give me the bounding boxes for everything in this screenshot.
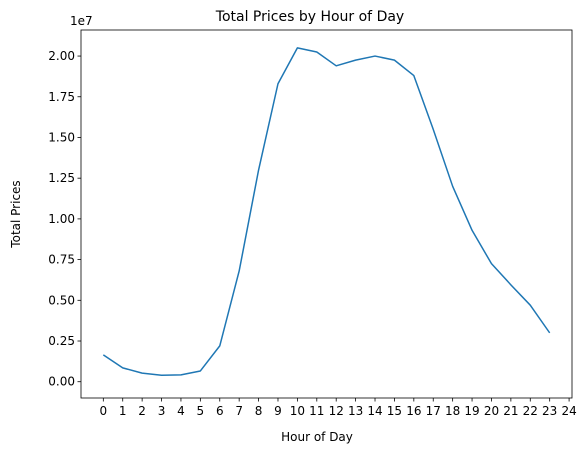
- x-tick-label: 13: [348, 404, 363, 418]
- y-tick-label: 1.00: [48, 212, 75, 226]
- x-tick-label: 5: [197, 404, 205, 418]
- x-tick-label: 20: [484, 404, 499, 418]
- plot-area: 0 1 2 3 4 5 6 7 8 9 10 11 12 13 14 15 16 17 18 19 20 21 22 23 24…: [48, 30, 576, 418]
- x-tick-label: 12: [329, 404, 344, 418]
- x-tick-label: 10: [290, 404, 305, 418]
- x-tick-label: 0: [99, 404, 107, 418]
- x-tick-label: 1: [119, 404, 127, 418]
- x-tick-label: 9: [274, 404, 282, 418]
- x-tick-label: 18: [445, 404, 460, 418]
- x-tick-label: 24: [561, 404, 576, 418]
- x-tick-label: 15: [387, 404, 402, 418]
- y-tick-label: 0.75: [48, 253, 75, 267]
- y-tick-label: 2.00: [48, 49, 75, 63]
- axes-frame: [81, 30, 572, 398]
- x-tick-label: 11: [309, 404, 324, 418]
- y-tick-label: 0.50: [48, 293, 75, 307]
- y-tick-label: 0.00: [48, 375, 75, 389]
- chart-title: Total Prices by Hour of Day: [215, 9, 404, 25]
- x-tick-label: 22: [523, 404, 538, 418]
- x-tick-label: 21: [503, 404, 518, 418]
- x-tick-label: 2: [138, 404, 146, 418]
- x-tick-label: 14: [367, 404, 382, 418]
- x-tick-label: 17: [426, 404, 441, 418]
- x-tick-label: 8: [255, 404, 263, 418]
- y-offset-label: 1e7: [70, 14, 93, 28]
- y-tick-label: 1.50: [48, 130, 75, 144]
- x-tick-label: 16: [406, 404, 421, 418]
- x-tick-label: 6: [216, 404, 224, 418]
- x-tick-label: 3: [158, 404, 166, 418]
- y-axis-label: Total Prices: [9, 180, 23, 248]
- x-tick-label: 4: [177, 404, 185, 418]
- y-tick-label: 1.75: [48, 90, 75, 104]
- x-tick-label: 23: [542, 404, 557, 418]
- y-tick-label: 1.25: [48, 171, 75, 185]
- y-tick-label: 0.25: [48, 334, 75, 348]
- x-tick-label: 7: [235, 404, 243, 418]
- x-tick-label: 19: [464, 404, 479, 418]
- series-line-0: [103, 48, 549, 375]
- x-axis-label: Hour of Day: [281, 430, 353, 444]
